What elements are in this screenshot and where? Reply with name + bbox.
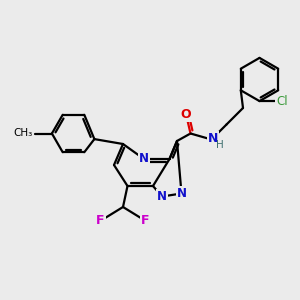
Text: N: N [176, 187, 187, 200]
Text: N: N [208, 131, 218, 145]
Text: O: O [181, 107, 191, 121]
Text: F: F [141, 214, 150, 227]
Text: CH₃: CH₃ [13, 128, 32, 139]
Text: N: N [157, 190, 167, 203]
Text: F: F [96, 214, 105, 227]
Text: H: H [216, 140, 224, 150]
Text: Cl: Cl [276, 94, 288, 108]
Text: N: N [139, 152, 149, 166]
